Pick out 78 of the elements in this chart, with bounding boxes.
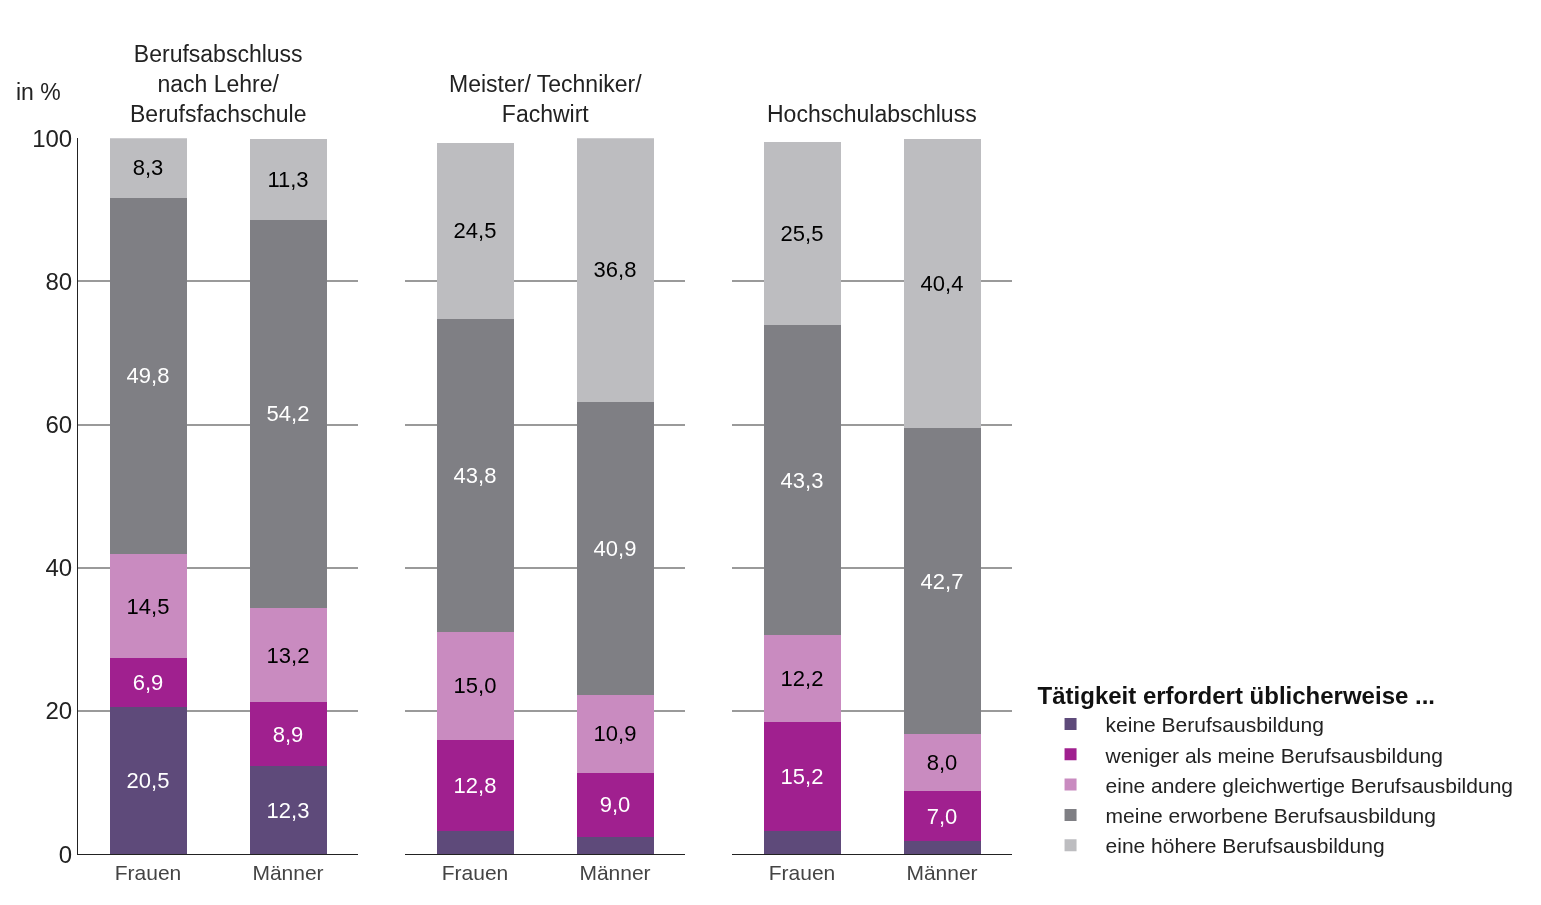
data-label: 43,8 bbox=[453, 462, 497, 488]
bar bbox=[109, 554, 187, 658]
bar bbox=[249, 138, 327, 220]
y-tick-label: 100 bbox=[32, 124, 73, 152]
legend-label: meine erworbene Berufsausbildung bbox=[1105, 804, 1436, 828]
data-label: 12,2 bbox=[780, 666, 824, 692]
bar bbox=[576, 772, 654, 837]
x-tick-label: Männer bbox=[906, 861, 978, 885]
data-label: 15,2 bbox=[780, 764, 824, 790]
data-label: 12,3 bbox=[266, 797, 310, 823]
bar bbox=[903, 428, 981, 734]
bar bbox=[436, 831, 514, 855]
data-label: 11,3 bbox=[267, 166, 309, 192]
bar bbox=[576, 694, 654, 773]
data-label: 24,5 bbox=[453, 218, 497, 244]
bar bbox=[249, 607, 327, 703]
bar bbox=[436, 739, 514, 832]
y-tick-label: 0 bbox=[58, 840, 73, 868]
bar bbox=[436, 632, 514, 740]
data-label: 49,8 bbox=[126, 363, 170, 389]
data-label: 20,5 bbox=[126, 768, 170, 794]
data-label: 43,3 bbox=[780, 467, 824, 493]
legend-label: eine andere gleichwertige Berufsausbildung bbox=[1105, 773, 1514, 797]
data-label: 40,4 bbox=[920, 271, 964, 297]
data-label: 6,9 bbox=[132, 670, 164, 696]
bar bbox=[763, 722, 841, 832]
bar bbox=[109, 657, 187, 708]
x-tick-label: Frauen bbox=[768, 861, 836, 885]
data-label: 40,9 bbox=[593, 535, 637, 561]
y-tick-label: 60 bbox=[45, 410, 73, 438]
x-tick-label: Frauen bbox=[114, 861, 182, 885]
bar bbox=[436, 143, 514, 319]
data-label: 15,0 bbox=[453, 673, 497, 699]
data-label: 36,8 bbox=[593, 257, 637, 283]
x-tick-label: Männer bbox=[579, 861, 651, 885]
chart-title: Hochschulabschluss bbox=[767, 101, 977, 127]
data-label: 13,2 bbox=[266, 642, 310, 668]
data-label: 25,5 bbox=[780, 221, 824, 247]
bar bbox=[903, 138, 981, 429]
data-label: 8,9 bbox=[272, 721, 304, 747]
bar bbox=[576, 836, 654, 855]
bar bbox=[763, 831, 841, 855]
bar bbox=[249, 702, 327, 767]
y-tick-label: 20 bbox=[45, 697, 73, 725]
y-axis-title: in % bbox=[16, 79, 61, 105]
data-label: 14,5 bbox=[126, 593, 170, 619]
bar bbox=[576, 401, 654, 695]
bar bbox=[903, 791, 981, 842]
data-label: 54,2 bbox=[266, 401, 310, 427]
data-label: 12,8 bbox=[453, 772, 497, 798]
bar bbox=[903, 733, 981, 792]
bar bbox=[763, 325, 841, 636]
legend-label: weniger als meine Berufsausbildung bbox=[1104, 743, 1443, 767]
y-tick-label: 40 bbox=[45, 554, 73, 582]
bar bbox=[436, 318, 514, 633]
bar bbox=[249, 766, 327, 855]
data-label: 7,0 bbox=[926, 803, 958, 829]
legend-title: Tätigkeit erfordert üblicherweise ... bbox=[1037, 681, 1436, 709]
x-tick-label: Männer bbox=[252, 861, 324, 885]
bar bbox=[109, 197, 187, 555]
bar bbox=[109, 707, 187, 855]
data-label: 42,7 bbox=[920, 568, 964, 594]
legend-label: keine Berufsausbildung bbox=[1105, 713, 1324, 737]
data-label: 10,9 bbox=[593, 721, 637, 747]
bar bbox=[763, 142, 841, 326]
bar bbox=[249, 219, 327, 608]
bar bbox=[109, 138, 187, 198]
bar bbox=[763, 635, 841, 723]
bar bbox=[903, 841, 981, 855]
y-tick-label: 80 bbox=[45, 267, 73, 295]
bar bbox=[576, 138, 654, 402]
data-label: 9,0 bbox=[599, 792, 631, 818]
chart-title: Berufsabschluss nach Lehre/ Berufsfachschule bbox=[130, 41, 307, 127]
data-label: 8,0 bbox=[926, 750, 958, 776]
data-label: 8,3 bbox=[132, 155, 164, 181]
chart-title: Meister/ Techniker/ Fachwirt bbox=[449, 71, 643, 127]
x-tick-label: Frauen bbox=[441, 861, 509, 885]
legend-label: eine höhere Berufsausbildung bbox=[1105, 834, 1385, 858]
